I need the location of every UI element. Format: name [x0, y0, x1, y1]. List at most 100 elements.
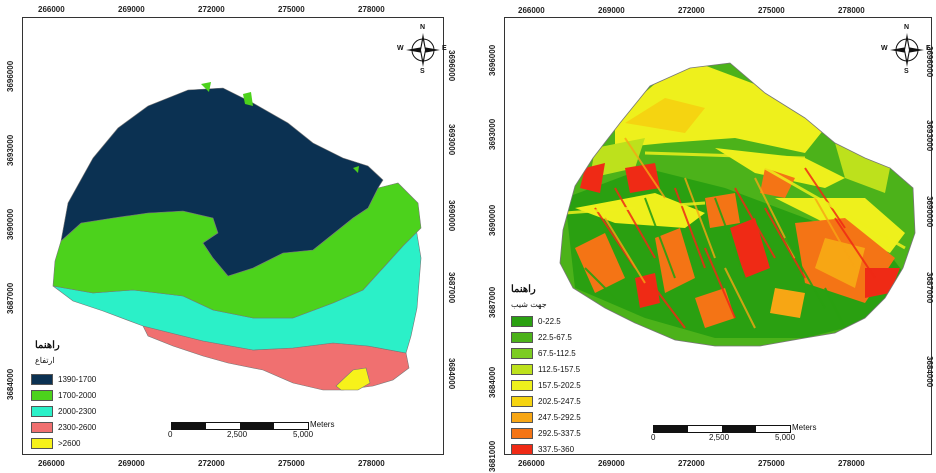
legend-swatch [31, 390, 53, 401]
legend-item: 247.5-292.5 [511, 412, 581, 423]
legend-subtitle: جهت شیب [511, 300, 547, 309]
legend-swatch [511, 412, 533, 423]
legend-label: 157.5-202.5 [538, 381, 581, 390]
right-tick: 3693000 [925, 120, 934, 152]
legend-item: >2600 [31, 438, 80, 449]
legend-item: 0-22.5 [511, 316, 561, 327]
legend-item: 2000-2300 [31, 406, 96, 417]
right-tick: 3696000 [447, 50, 456, 82]
top-tick: 278000 [358, 5, 385, 14]
bottom-tick: 278000 [358, 459, 385, 468]
top-tick: 266000 [38, 5, 65, 14]
compass-north: N [420, 24, 426, 31]
legend-item: 202.5-247.5 [511, 396, 581, 407]
legend-item: 337.5-360 [511, 444, 574, 455]
legend-label: >2600 [58, 439, 81, 448]
elevation-map-panel: N S W E راهنما ارتفاع 1390-1700 1700-200… [0, 0, 462, 473]
legend-label: 337.5-360 [538, 445, 575, 454]
scale-label-0: 0 [168, 430, 173, 439]
aspect-map-graphic [559, 62, 916, 347]
left-tick: 3693000 [6, 134, 15, 166]
compass-west: W [881, 45, 888, 52]
legend-title: راهنما [35, 340, 60, 351]
compass-east: E [926, 45, 931, 52]
top-tick: 278000 [838, 6, 865, 15]
right-tick: 3690000 [447, 200, 456, 232]
top-tick: 275000 [758, 6, 785, 15]
scale-label-5000: 5,000 [775, 433, 796, 442]
aspect-map-frame: N S W E راهنما جهت شیب 0-22.5 22.5-67.5 … [504, 17, 932, 455]
scale-label-2500: 2,500 [709, 433, 730, 442]
legend-label: 1700-2000 [58, 391, 97, 400]
scale-unit: Meters [310, 420, 335, 429]
legend-item: 22.5-67.5 [511, 332, 572, 343]
north-arrow-icon: N S W E [397, 24, 447, 75]
left-tick: 3687000 [6, 282, 15, 314]
legend-label: 292.5-337.5 [538, 429, 581, 438]
legend-label: 1390-1700 [58, 375, 97, 384]
left-tick: 3696000 [6, 60, 15, 92]
top-tick: 269000 [118, 5, 145, 14]
bottom-tick: 266000 [38, 459, 65, 468]
legend-swatch [511, 428, 533, 439]
bottom-tick: 266000 [518, 459, 545, 468]
legend-item: 67.5-112.5 [511, 348, 576, 359]
legend-label: 67.5-112.5 [538, 349, 576, 358]
legend-title: راهنما [511, 284, 536, 295]
compass-east: E [442, 45, 447, 52]
legend-item: 1700-2000 [31, 390, 96, 401]
legend-subtitle: ارتفاع [35, 356, 55, 365]
aspect-map-panel: N S W E راهنما جهت شیب 0-22.5 22.5-67.5 … [474, 0, 936, 473]
scale-unit: Meters [792, 423, 817, 432]
legend-swatch [31, 406, 53, 417]
elevation-zone-1390-1700 [60, 87, 384, 277]
legend-swatch [31, 374, 53, 385]
legend-swatch [511, 364, 533, 375]
right-tick: 3684000 [925, 356, 934, 388]
left-tick: 3690000 [488, 204, 497, 236]
right-tick: 3690000 [925, 196, 934, 228]
elevation-map-frame: N S W E راهنما ارتفاع 1390-1700 1700-200… [22, 17, 447, 455]
left-tick: 3684000 [6, 368, 15, 400]
left-tick: 3693000 [488, 118, 497, 150]
right-tick: 3684000 [447, 358, 456, 390]
right-tick: 3693000 [447, 124, 456, 156]
left-tick: 3687000 [488, 286, 497, 318]
scale-label-5000: 5,000 [293, 430, 314, 439]
top-tick: 275000 [278, 5, 305, 14]
scale-label-0: 0 [651, 433, 656, 442]
legend-label: 112.5-157.5 [538, 365, 581, 374]
left-tick: 3684000 [488, 366, 497, 398]
legend-item: 112.5-157.5 [511, 364, 580, 375]
compass-north: N [904, 24, 910, 31]
bottom-tick: 275000 [278, 459, 305, 468]
top-tick: 269000 [598, 6, 625, 15]
elevation-zone-2600-plus [335, 367, 371, 391]
left-tick: 3681000 [488, 440, 497, 472]
bottom-tick: 278000 [838, 459, 865, 468]
legend-label: 202.5-247.5 [538, 397, 581, 406]
elevation-map-graphic [52, 82, 422, 391]
bottom-tick: 272000 [678, 459, 705, 468]
legend-item: 2300-2600 [31, 422, 96, 433]
compass-south: S [420, 68, 425, 75]
bottom-tick: 272000 [198, 459, 225, 468]
scale-label-2500: 2,500 [227, 430, 248, 439]
right-tick: 3687000 [925, 272, 934, 304]
scale-bar [653, 425, 791, 433]
scale-bar [171, 422, 309, 430]
legend-swatch [511, 380, 533, 391]
left-tick: 3690000 [6, 208, 15, 240]
legend-swatch [31, 438, 53, 449]
legend-swatch [511, 396, 533, 407]
legend-label: 247.5-292.5 [538, 413, 581, 422]
legend-item: 292.5-337.5 [511, 428, 581, 439]
legend-swatch [511, 444, 533, 455]
bottom-tick: 275000 [758, 459, 785, 468]
right-tick: 3687000 [447, 272, 456, 304]
legend-swatch [511, 316, 533, 327]
bottom-tick: 269000 [118, 459, 145, 468]
legend-label: 22.5-67.5 [538, 333, 572, 342]
legend-swatch [511, 332, 533, 343]
north-arrow-icon: N S W E [881, 24, 931, 75]
